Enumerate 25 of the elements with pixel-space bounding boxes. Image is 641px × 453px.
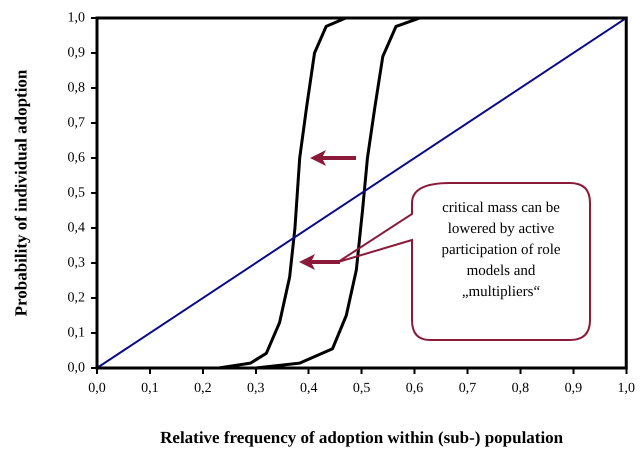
y-tick-label: 0,3	[68, 256, 85, 271]
x-tick-label: 0,0	[88, 381, 106, 396]
annotation: critical mass can be lowered by active participation of role models and „multipliers“	[440, 199, 562, 302]
y-tick-label: 0,8	[68, 80, 85, 96]
y-tick-label: 0,2	[68, 290, 85, 306]
y-tick-label: 0,6	[68, 150, 85, 166]
y-tick-label: 0,9	[68, 46, 85, 61]
y-axis-title: Probability of individual adoption	[12, 69, 31, 316]
x-tick-label: 0,3	[247, 381, 265, 396]
y-tick-label: 0,7	[68, 116, 85, 131]
x-tick-label: 1,0	[618, 381, 635, 396]
x-tick-label: 0,5	[352, 381, 370, 396]
x-tick-label: 0,6	[406, 381, 424, 396]
x-tick-label: 0,4	[300, 381, 318, 396]
x-axis-title: Relative frequency of adoption within (sub-) population	[160, 428, 564, 448]
x-tick-label: 0,7	[458, 381, 476, 396]
y-tick-label: 0,0	[68, 360, 85, 376]
x-tick-label: 0,9	[564, 381, 582, 396]
x-tick-label: 0,8	[512, 381, 530, 396]
y-tick-label: 0,1	[68, 326, 85, 341]
y-tick-label: 0,4	[68, 220, 85, 236]
y-tick-label: 0,5	[68, 186, 85, 201]
x-tick-label: 0,1	[141, 381, 159, 396]
y-tick-label: 1,0	[68, 10, 85, 26]
x-tick-label: 0,2	[194, 381, 212, 396]
